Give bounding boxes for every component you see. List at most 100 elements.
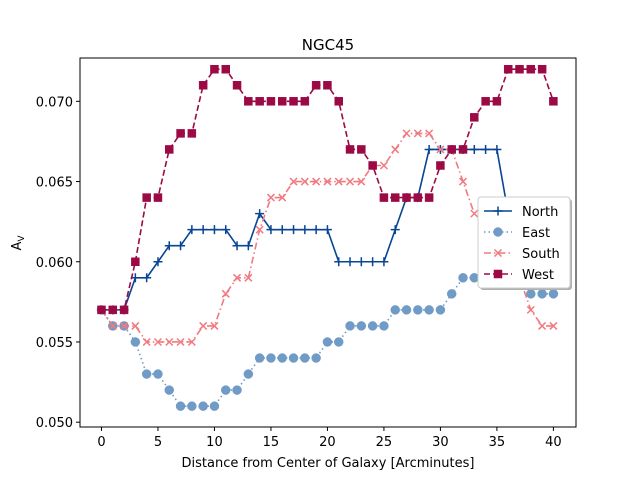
series-west-point: [210, 64, 219, 74]
series-south-point: [458, 177, 468, 186]
series-south-point: [278, 193, 287, 202]
x-axis-ticks: 0 5 10 15 20 25 30 35 40: [97, 427, 562, 450]
series-east-point: [469, 273, 480, 283]
y-axis-label: AV: [10, 235, 27, 251]
axes-frame: [79, 57, 577, 428]
series-east-point: [356, 321, 367, 331]
series-east-point: [345, 321, 355, 331]
y-tick-label: 0.050: [36, 416, 73, 431]
series-east-point: [266, 353, 276, 363]
series-east-point: [526, 289, 536, 299]
series-south-point: [142, 337, 151, 347]
x-tick-label: 40: [545, 435, 562, 450]
series-west-point: [244, 97, 253, 106]
y-tick-label: 0.070: [36, 95, 73, 110]
legend-box: [477, 196, 571, 289]
series-east-point: [333, 337, 344, 347]
series-west-point: [153, 193, 163, 202]
series-east-point: [254, 353, 265, 363]
legend: North East South West: [477, 196, 572, 290]
series-east-point: [288, 353, 299, 363]
series-east-point: [548, 289, 559, 299]
series-west-point: [165, 145, 174, 154]
y-axis-label-subscript: V: [17, 235, 27, 242]
series-south-point: [153, 337, 162, 347]
series-north-point: [356, 257, 366, 267]
series-west-point: [119, 305, 129, 315]
series-east-point: [390, 305, 400, 315]
series-north-point: [311, 225, 321, 235]
series-east-point: [164, 385, 175, 395]
series-north-point: [289, 225, 299, 235]
series-west-point: [198, 81, 208, 90]
series-west-point: [402, 193, 411, 202]
legend-west-label: West: [522, 268, 554, 283]
series-south-point: [176, 337, 185, 347]
series-east-point: [413, 305, 423, 315]
x-tick-label: 30: [432, 435, 449, 450]
series-north-point: [153, 257, 163, 267]
series-east-point: [209, 401, 220, 411]
series-west-point: [537, 64, 547, 74]
series-south-point: [199, 321, 208, 330]
series-west-point: [458, 145, 468, 154]
series-west-point: [368, 161, 377, 170]
series-west-point: [470, 113, 479, 122]
series-north-point: [243, 241, 253, 251]
series-south-point: [165, 337, 174, 347]
series-west-point: [266, 97, 276, 106]
series-north-point: [322, 225, 332, 235]
series-north-point: [481, 144, 491, 154]
series-south-point: [402, 129, 411, 138]
series-west-point: [187, 129, 197, 138]
series-west-point: [311, 81, 321, 90]
series-north-point: [164, 241, 174, 251]
legend-south-marker: [493, 248, 503, 258]
series-north-point: [277, 225, 287, 235]
legend-east-marker: [493, 227, 503, 237]
legend-east-label: East: [522, 226, 550, 241]
series-south-point: [334, 177, 343, 186]
series-south-point: [131, 321, 140, 330]
series-east-point: [322, 337, 333, 347]
series-west-point: [390, 193, 400, 202]
series-west-point: [379, 193, 389, 202]
series-north-point: [300, 225, 310, 235]
series-west-point: [345, 145, 355, 154]
series-west-point: [255, 97, 264, 106]
legend-north-label: North: [522, 205, 558, 220]
y-tick-label: 0.060: [36, 256, 73, 271]
series-west-point: [232, 81, 242, 90]
series-north-point: [469, 144, 479, 154]
series-east-point: [141, 369, 152, 379]
series-north-point: [334, 257, 344, 267]
x-tick-label: 5: [154, 435, 162, 450]
x-tick-label: 35: [489, 435, 506, 450]
series-east-point: [424, 305, 434, 315]
series-west-point: [300, 97, 310, 106]
series-south-point: [187, 337, 196, 347]
series-west-point: [447, 145, 456, 154]
series-south-point: [244, 273, 253, 282]
series-east-point: [435, 305, 446, 315]
series-north-point: [345, 257, 355, 267]
y-axis-label-main: A: [10, 242, 25, 251]
series-west-point: [424, 193, 434, 202]
series-west-point: [436, 161, 445, 170]
series-north-point: [221, 225, 231, 235]
series-south-point: [538, 321, 547, 330]
series-south-point: [549, 321, 558, 330]
series-east-point: [187, 401, 197, 411]
x-axis-label: Distance from Center of Galaxy [Arcminut…: [182, 456, 475, 471]
series-south-point: [391, 145, 400, 154]
series-south-point: [526, 305, 535, 314]
series-east-point: [367, 321, 378, 331]
series-east-point: [401, 305, 412, 315]
series-west-point: [413, 193, 423, 202]
series-west-point: [142, 193, 151, 202]
series-west-point: [221, 64, 230, 74]
series-south-point: [436, 145, 445, 154]
series-south-point: [233, 273, 242, 282]
series-south-point: [323, 177, 332, 186]
series-west-point: [176, 129, 185, 138]
